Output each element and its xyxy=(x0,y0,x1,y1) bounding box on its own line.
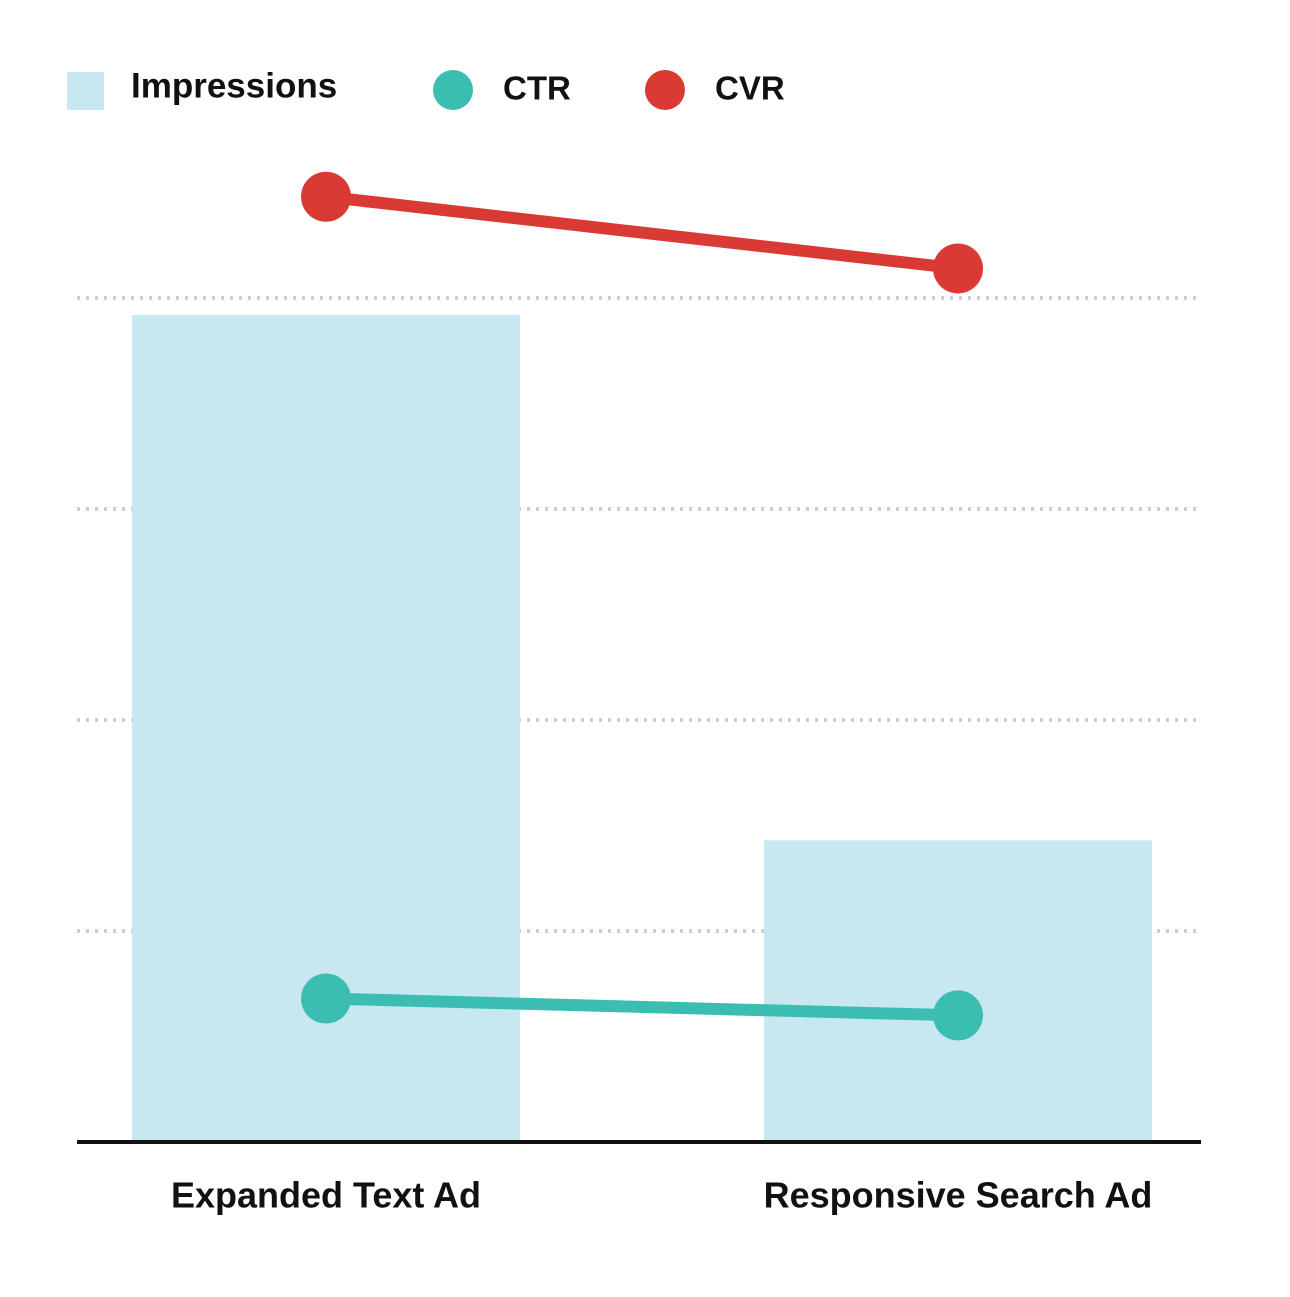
point xyxy=(933,990,983,1041)
legend-label: Impressions xyxy=(131,66,337,105)
point xyxy=(301,171,351,222)
point xyxy=(301,973,351,1024)
legend-swatch xyxy=(433,70,473,110)
line xyxy=(325,190,959,275)
legend-swatch xyxy=(645,70,685,110)
legend-label: CVR xyxy=(715,70,785,107)
x-tick-label: Responsive Search Ad xyxy=(764,1175,1153,1216)
x-tick-label: Expanded Text Ad xyxy=(171,1175,481,1216)
legend-label: CTR xyxy=(503,70,571,107)
legend-swatch xyxy=(67,72,104,110)
point xyxy=(933,243,983,294)
line xyxy=(325,992,959,1022)
